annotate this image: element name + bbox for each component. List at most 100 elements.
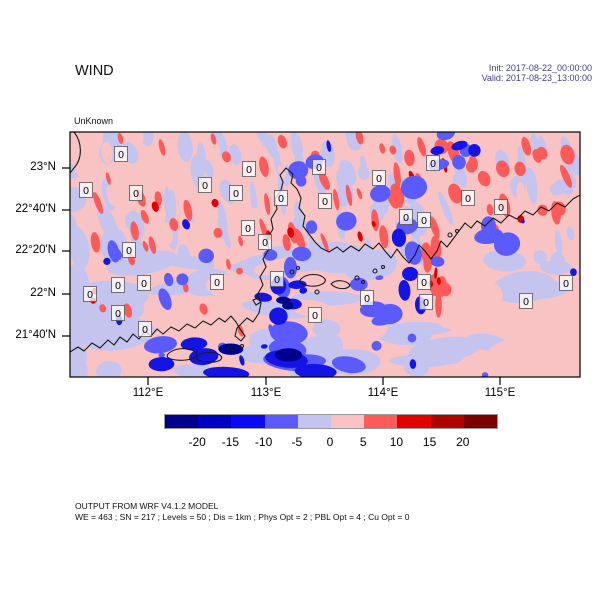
svg-text:0: 0 — [133, 188, 139, 200]
footer-line1: OUTPUT FROM WRF V4.1.2 MODEL — [75, 501, 219, 511]
svg-text:0: 0 — [403, 212, 409, 224]
coastline — [70, 132, 580, 363]
svg-text:0: 0 — [312, 310, 318, 322]
svg-text:0: 0 — [523, 296, 529, 308]
page-title: WIND — [75, 63, 114, 79]
contour-label: 0 — [494, 199, 508, 215]
svg-text:0: 0 — [421, 277, 427, 289]
contour-label: 0 — [114, 146, 128, 162]
x-tick-label: 112°E — [132, 387, 164, 399]
x-tick-label: 115°E — [484, 387, 516, 399]
valid-time-label: Valid: 2017-08-23_13:00:00 — [481, 73, 592, 83]
contour-label: 0 — [229, 185, 243, 201]
svg-text:0: 0 — [202, 180, 208, 192]
svg-text:0: 0 — [142, 324, 148, 336]
svg-text:0: 0 — [322, 196, 328, 208]
svg-text:0: 0 — [376, 173, 382, 185]
contour-label: 0 — [111, 305, 125, 321]
svg-text:0: 0 — [233, 188, 239, 200]
contour-label: 0 — [270, 271, 284, 287]
y-tick-label: 22°20'N — [15, 244, 56, 256]
x-tick-label: 113°E — [250, 387, 282, 399]
svg-text:0: 0 — [115, 280, 121, 292]
contour-label: 0 — [83, 286, 97, 302]
colorbar-segment — [397, 415, 431, 428]
svg-text:0: 0 — [563, 278, 569, 290]
colorbar-tick-label: -15 — [221, 435, 240, 449]
contour-label: 0 — [138, 321, 152, 337]
colorbar-segment — [264, 415, 298, 428]
contour-label: 0 — [258, 234, 272, 250]
contour-label: 0 — [137, 275, 151, 291]
contour-label: 0 — [312, 159, 326, 175]
svg-text:0: 0 — [87, 289, 93, 301]
contour-label: 0 — [274, 190, 288, 206]
contour-label: 0 — [417, 212, 431, 228]
contour-label: 0 — [79, 182, 93, 198]
y-tick-label: 22°N — [30, 287, 56, 299]
colorbar-segment — [364, 415, 398, 428]
svg-text:0: 0 — [262, 237, 268, 249]
x-tick-label: 114°E — [367, 387, 399, 399]
contour-label: 0 — [198, 177, 212, 193]
colorbar-segment — [430, 415, 464, 428]
contour-label: 0 — [419, 294, 433, 310]
contour-label: 0 — [417, 274, 431, 290]
contour-label: 0 — [318, 193, 332, 209]
y-tick-label: 22°40'N — [15, 203, 56, 215]
map-frame — [69, 131, 581, 378]
svg-text:0: 0 — [115, 308, 121, 320]
svg-text:0: 0 — [278, 193, 284, 205]
contour-label: 0 — [426, 155, 440, 171]
contour-label: 0 — [111, 277, 125, 293]
contour-label: 0 — [241, 220, 255, 236]
contour-label: 0 — [461, 190, 475, 206]
contour-label: 0 — [519, 293, 533, 309]
colorbar-segment — [165, 415, 199, 428]
svg-text:0: 0 — [83, 185, 89, 197]
svg-text:0: 0 — [118, 149, 124, 161]
y-tick-label: 23°N — [30, 161, 56, 173]
svg-text:0: 0 — [421, 215, 427, 227]
colorbar-tick-label: -10 — [254, 435, 273, 449]
field-name-label: UnKnown — [74, 116, 114, 126]
svg-text:0: 0 — [423, 297, 429, 309]
colorbar-segment — [198, 415, 232, 428]
svg-text:0: 0 — [245, 223, 251, 235]
contour-label: 0 — [372, 170, 386, 186]
colorbar-segment — [463, 415, 498, 428]
footer-line2: WE = 463 ; SN = 217 ; Levels = 50 ; Dis … — [75, 511, 410, 522]
contour-label: 0 — [360, 290, 374, 306]
colorbar-tick-label: 10 — [389, 435, 404, 449]
colorbar-segment — [231, 415, 265, 428]
svg-text:0: 0 — [364, 293, 370, 305]
colorbar-tick-label: 15 — [422, 435, 437, 449]
svg-text:0: 0 — [430, 158, 436, 170]
axis-ticks — [62, 167, 501, 385]
svg-text:0: 0 — [498, 202, 504, 214]
colorbar-tick-label: 0 — [326, 435, 334, 449]
contour-label: 0 — [129, 185, 143, 201]
y-tick-label: 21°40'N — [15, 329, 56, 341]
svg-text:0: 0 — [274, 274, 280, 286]
contour-label: 0 — [308, 307, 322, 323]
svg-text:0: 0 — [126, 245, 132, 257]
contour-label: 0 — [210, 274, 224, 290]
colorbar-tick-label: -5 — [291, 435, 303, 449]
colorbar-segment — [331, 415, 365, 428]
svg-text:0: 0 — [465, 193, 471, 205]
footer: OUTPUT FROM WRF V4.1.2 MODEL WE = 463 ; … — [75, 501, 409, 522]
contour-label: 0 — [559, 275, 573, 291]
run-times: Init: 2017-08-22_00:00:00 Valid: 2017-08… — [482, 63, 592, 83]
svg-text:0: 0 — [141, 278, 147, 290]
colorbar — [164, 414, 498, 429]
colorbar-tick-label: -20 — [188, 435, 206, 449]
contour-label: 0 — [242, 161, 256, 177]
colorbar-tick-label: 5 — [359, 435, 367, 449]
colorbar-tick-label: 20 — [456, 435, 470, 449]
colorbar-segment — [297, 415, 332, 428]
